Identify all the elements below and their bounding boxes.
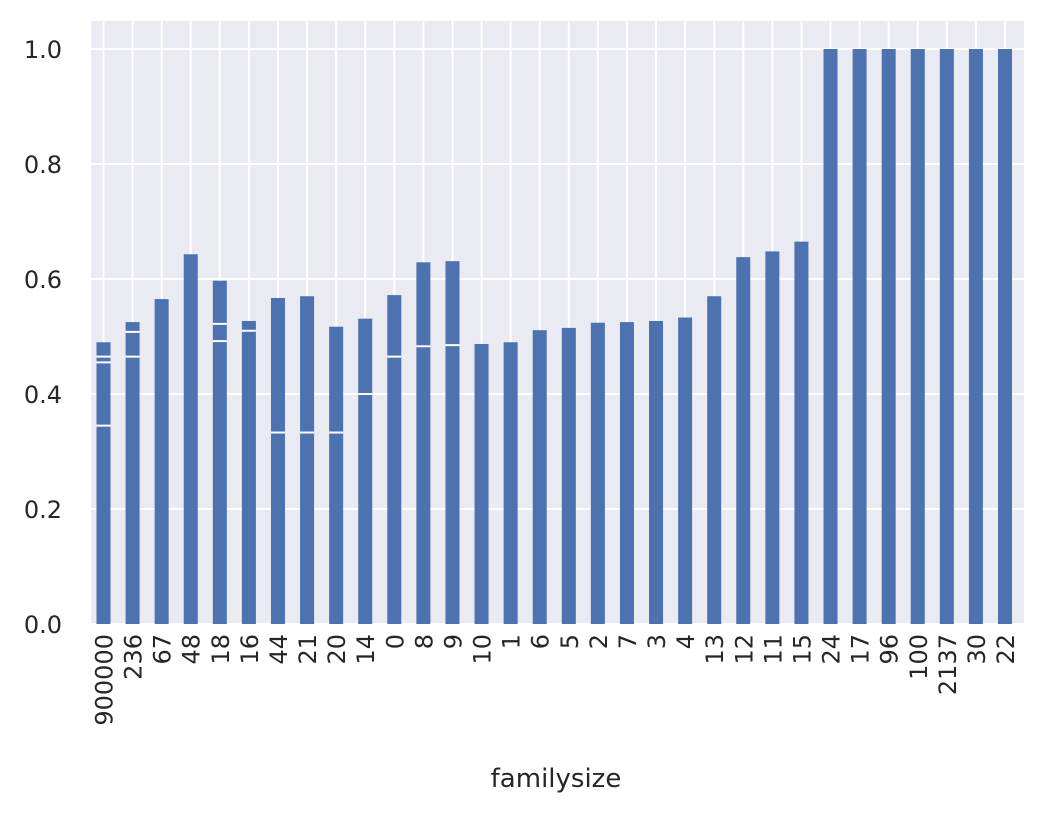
- x-tick-label: 9: [439, 634, 467, 649]
- x-tick-label: 1: [498, 634, 526, 649]
- bar: [939, 49, 954, 624]
- y-tick-labels: 0.0 0.2 0.4 0.6 0.8 1.0: [24, 36, 62, 639]
- x-tick-label: 6: [527, 634, 555, 649]
- x-tick-label: 2: [585, 634, 613, 649]
- bar: [125, 322, 140, 624]
- x-tick-label: 3: [643, 634, 671, 649]
- x-tick-label: 14: [352, 634, 380, 665]
- bar: [619, 322, 634, 624]
- bar: [358, 318, 373, 624]
- y-tick-label: 0.8: [24, 151, 62, 179]
- x-tick-label: 2137: [934, 634, 962, 695]
- x-tick-label: 67: [149, 634, 177, 665]
- x-tick-label: 30: [963, 634, 991, 665]
- bar: [183, 254, 198, 624]
- bar: [416, 262, 431, 624]
- x-tick-label: 24: [818, 634, 846, 665]
- bar: [503, 342, 518, 624]
- bar: [387, 295, 402, 624]
- x-axis-label: familysize: [491, 764, 622, 794]
- x-tick-label: 8: [410, 634, 438, 649]
- x-tick-label: 20: [323, 634, 351, 665]
- y-tick-label: 0.0: [24, 611, 62, 639]
- x-tick-label: 100: [905, 634, 933, 680]
- bar: [649, 320, 664, 624]
- bar: [794, 241, 809, 624]
- x-tick-label: 21: [294, 634, 322, 665]
- bar: [474, 343, 489, 624]
- bar: [910, 49, 925, 624]
- bars: [96, 49, 1012, 624]
- x-tick-label: 12: [730, 634, 758, 665]
- bar: [736, 257, 751, 624]
- bar: [445, 261, 460, 624]
- x-tick-label: 44: [265, 634, 293, 665]
- bar: [707, 296, 722, 624]
- x-tick-label: 236: [120, 634, 148, 680]
- x-tick-label: 0: [381, 634, 409, 649]
- bar: [823, 49, 838, 624]
- bar: [96, 342, 111, 624]
- x-tick-label: 15: [788, 634, 816, 665]
- x-tick-label: 4: [672, 634, 700, 649]
- bar: [154, 299, 169, 624]
- x-tick-label: 18: [207, 634, 235, 665]
- bar: [329, 326, 344, 624]
- x-tick-label: 48: [178, 634, 206, 665]
- x-tick-label: 7: [614, 634, 642, 649]
- bar: [212, 280, 227, 624]
- bar: [241, 320, 256, 624]
- bar: [300, 296, 315, 624]
- x-tick-label: 5: [556, 634, 584, 649]
- bar: [852, 49, 867, 624]
- x-tick-label: 22: [992, 634, 1020, 665]
- x-tick-label: 11: [759, 634, 787, 665]
- bar: [968, 49, 983, 624]
- y-tick-label: 0.4: [24, 381, 62, 409]
- bar: [998, 49, 1012, 624]
- bar: [765, 251, 780, 624]
- x-tick-label: 96: [876, 634, 904, 665]
- bar: [532, 330, 547, 624]
- x-tick-label: 13: [701, 634, 729, 665]
- x-tick-label: 10: [469, 634, 497, 665]
- y-tick-label: 0.2: [24, 496, 62, 524]
- bar: [590, 322, 605, 624]
- y-tick-label: 0.6: [24, 266, 62, 294]
- bar: [270, 297, 285, 624]
- y-tick-label: 1.0: [24, 36, 62, 64]
- x-tick-label: 900000: [91, 634, 119, 726]
- bar: [678, 317, 693, 624]
- bar: [881, 49, 896, 624]
- x-tick-label: 17: [847, 634, 875, 665]
- bar: [561, 327, 576, 624]
- x-tick-labels: 900000 236 67 48 18 16 44 21 20 14 0 8 9 10 1 6 5 2 7 3 4 13 1…: [91, 634, 1021, 726]
- x-tick-label: 16: [236, 634, 264, 665]
